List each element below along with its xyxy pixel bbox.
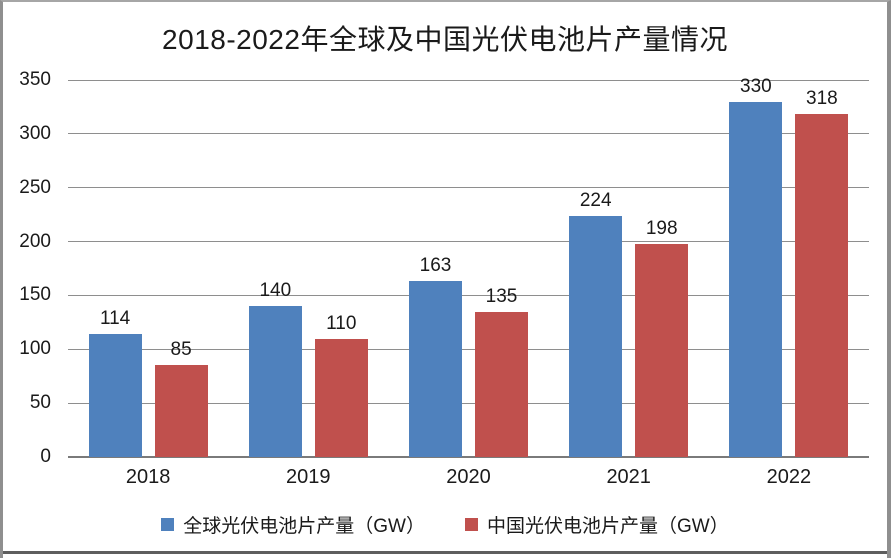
gridline	[68, 348, 869, 350]
legend-item-china: 中国光伏电池片产量（GW）	[465, 511, 729, 538]
y-tick-label: 0	[40, 446, 51, 467]
y-tick-label: 100	[19, 338, 51, 360]
gridline	[68, 241, 869, 243]
y-axis: 0 50 100 150 200 250 300 350	[3, 2, 887, 558]
value-label-global-2022: 330	[740, 75, 772, 97]
gridline	[68, 402, 869, 404]
value-label-china-2018: 85	[170, 339, 192, 361]
y-tick-label: 50	[29, 392, 51, 414]
bar-global-2022	[729, 101, 783, 457]
value-label-global-2021: 224	[579, 189, 612, 211]
bar-global-2021	[569, 215, 623, 457]
legend-swatch-global	[161, 518, 175, 531]
bar-china-2019	[314, 338, 368, 457]
window-bottom-edge	[3, 551, 887, 554]
gridlines-layer	[3, 2, 887, 558]
x-tick-label-2018: 2018	[125, 466, 171, 488]
gridline	[68, 294, 869, 296]
legend-item-global: 全球光伏电池片产量（GW）	[161, 511, 425, 538]
bar-global-2018	[88, 334, 142, 457]
value-label-china-2019: 110	[326, 312, 357, 334]
y-tick-label: 300	[19, 122, 51, 144]
gridline	[68, 187, 869, 189]
gridline	[68, 79, 869, 81]
legend-label-global: 全球光伏电池片产量（GW）	[183, 516, 425, 537]
chart-title: 2018-2022年全球及中国光伏电池片产量情况	[162, 24, 728, 55]
legend: 全球光伏电池片产量（GW） 中国光伏电池片产量（GW）	[3, 511, 887, 538]
value-label-china-2020: 135	[485, 285, 518, 307]
value-label-china-2022: 318	[806, 88, 838, 110]
y-tick-label: 150	[19, 284, 51, 306]
value-label-global-2020: 163	[419, 255, 452, 277]
bars-layer: 114 85 140 110 163 135 224 198 330 318	[3, 2, 887, 558]
bar-china-2020	[475, 311, 528, 457]
bar-global-2019	[248, 306, 302, 457]
y-tick-label: 350	[19, 69, 51, 90]
y-tick-label: 250	[19, 176, 51, 198]
value-label-global-2019: 140	[259, 280, 292, 302]
x-axis: 2018 2019 2020 2021 2022	[3, 2, 887, 558]
legend-swatch-china	[465, 518, 478, 531]
y-tick-label: 200	[19, 230, 51, 252]
x-tick-label-2019: 2019	[286, 466, 331, 488]
bar-china-2022	[795, 114, 849, 457]
x-axis-line	[68, 456, 869, 458]
value-label-global-2018: 114	[99, 308, 131, 330]
value-label-china-2021: 198	[645, 217, 678, 239]
bar-china-2021	[635, 243, 689, 457]
x-tick-label-2022: 2022	[766, 466, 812, 488]
bar-global-2020	[409, 281, 462, 457]
legend-label-china: 中国光伏电池片产量（GW）	[487, 516, 729, 537]
bar-china-2018	[154, 365, 208, 457]
gridline	[68, 133, 869, 135]
x-tick-label-2020: 2020	[446, 466, 491, 488]
x-tick-label-2021: 2021	[606, 466, 651, 488]
